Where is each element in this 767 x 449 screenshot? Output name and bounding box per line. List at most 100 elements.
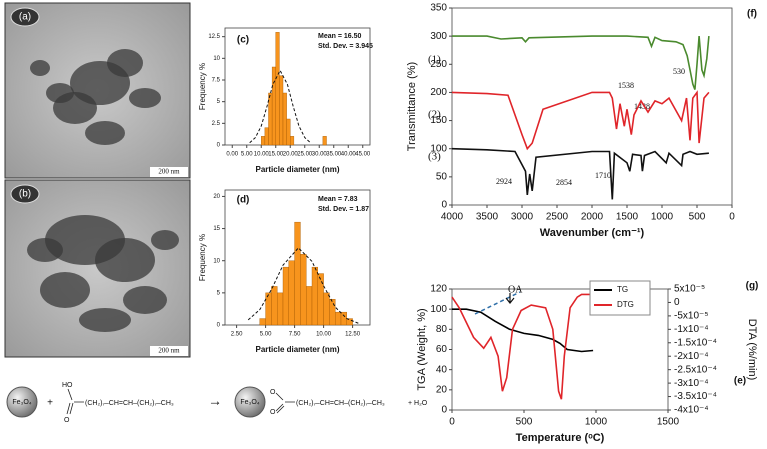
plus: + [47,398,53,409]
annotation: 2854 [556,178,572,187]
x-tick-label: 1000 [651,212,674,223]
x-tick-label: 3000 [511,212,534,223]
y-tick-label: 20 [213,194,220,200]
bar [282,92,287,146]
bar [340,311,348,326]
annotation: 2924 [496,177,512,186]
y-tick-label: 40 [436,364,448,375]
particle-cluster [46,83,74,103]
fatty-chain: (CH₂)₇–CH=CH–(CH₂)₇–CH₃ [85,400,174,407]
x-tick-label: 35.00 [326,151,342,157]
y-tick-label: 0 [441,200,447,211]
particle-cluster [27,238,63,262]
legend-label: TG [617,285,628,294]
x-tick-label: 4000 [441,212,464,223]
core-label: Fe₃O₄ [12,399,31,406]
annotation: OA [508,284,523,295]
image-label-badge [10,184,40,204]
oa-guide [474,291,521,315]
bar [277,292,284,326]
y-axis-label: Frequency % [198,63,207,110]
bar [290,136,295,146]
y2-tick-label: -4x10⁻⁴ [674,405,709,416]
series-label: (1) [428,54,441,66]
y-tick-label: 300 [430,31,447,42]
core-label: Fe₃O₄ [240,399,259,406]
y-tick-label: 0 [217,323,221,329]
x-tick-label: 45.00 [355,151,371,157]
y2-tick-label: -1x10⁻⁴ [674,324,709,335]
oa-arrow [505,293,515,304]
series-label: (2) [428,109,441,121]
y2-tick-label: 0 [674,297,680,308]
y2-tick-label: 5x10⁻⁵ [674,284,705,295]
ester-oxygen: O [270,409,276,416]
particle-cluster [107,49,143,77]
image-label-badge [10,7,40,27]
y-tick-label: 0 [217,143,221,149]
image-label: (a) [19,12,31,23]
x-tick-label: 500 [516,417,533,428]
y-axis-label: TGA (Weight, %) [416,308,428,390]
bar [271,286,278,326]
y-tick-label: 250 [430,59,447,70]
hydroxyl: HO [62,382,73,389]
y-tick-label: 7.5 [212,78,221,84]
bar [275,32,280,146]
x-tick-label: 20.00 [283,151,299,157]
nanoparticle [6,386,38,418]
carbonyl-oxygen: O [64,417,70,424]
bar [261,136,266,146]
x-tick-label: 15.00 [268,151,284,157]
x-tick-label: 5.00 [241,151,253,157]
bar [279,75,284,146]
panel-label: (f) [747,9,757,20]
legend-label: DTG [617,300,634,309]
x-tick-label: 0 [729,212,735,223]
x-tick-label: 7.50 [289,331,301,337]
byproduct: + H₂O [408,400,428,407]
annotation: 530 [673,67,685,76]
bar [329,299,336,326]
bar [323,292,330,326]
y2-tick-label: -3x10⁻⁴ [674,378,709,389]
fit-curve [249,69,311,144]
y-tick-label: 10 [213,258,220,264]
y-axis-label: Frequency % [198,234,207,281]
bar [282,266,290,326]
particle-cluster [123,286,167,314]
x-axis-label: Temperature (ᵒC) [516,432,605,444]
acid-bonds [66,388,84,415]
x-tick-label: 3500 [476,212,499,223]
x-tick-label: 10.00 [316,331,332,337]
plot-frame [224,27,371,146]
bar [259,318,266,326]
y-tick-label: 150 [430,115,447,126]
series-line [452,308,594,353]
y-axis-label: Transmittance (%) [406,62,418,151]
scale-bar-bg [150,346,188,356]
y-tick-label: 50 [436,171,448,182]
x-axis-label: Particle diameter (nm) [255,345,339,354]
x-tick-label: 2.50 [231,331,243,337]
legend-box [589,280,651,316]
y-tick-label: 120 [430,284,447,295]
bar [286,118,291,146]
panel-label: (e) [734,376,746,387]
x-axis-label: Particle diameter (nm) [255,165,339,174]
y-tick-label: 15 [213,226,220,232]
image-label: (b) [19,189,31,200]
ester-oxygen: O [270,389,276,396]
reaction-arrow: → [208,393,222,409]
y-tick-label: 5 [217,99,221,105]
annotation: 1538 [618,81,634,90]
x-tick-label: 5.00 [260,331,272,337]
x-tick-label: 500 [689,212,706,223]
x-tick-label: 0 [449,417,455,428]
annotation: Mean = 16.50 [318,33,361,40]
scale-bar-bg [150,167,188,177]
bar [271,66,276,146]
bar [288,260,295,326]
annotation: 1710 [595,171,611,180]
